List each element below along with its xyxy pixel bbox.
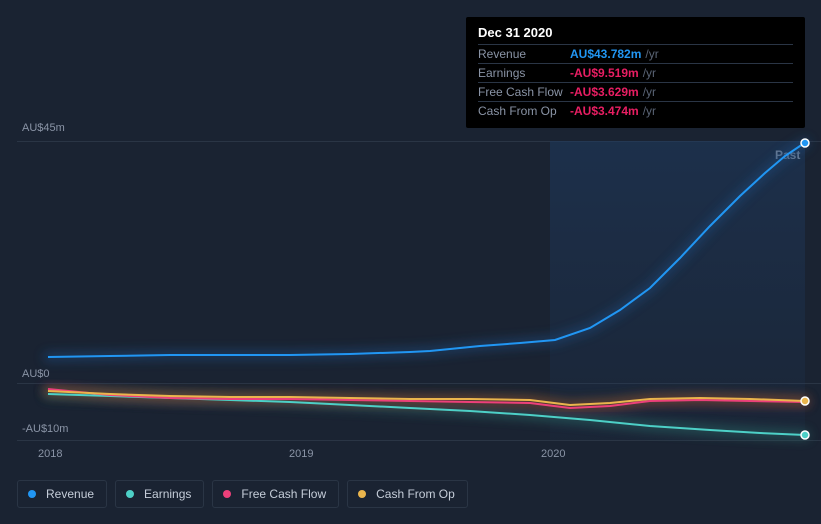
data-tooltip: Dec 31 2020 RevenueAU$43.782m/yrEarnings…: [466, 17, 805, 128]
tooltip-row-value: -AU$9.519m: [570, 66, 639, 80]
tooltip-row-value: AU$43.782m: [570, 47, 641, 61]
legend-item-earnings[interactable]: Earnings: [115, 480, 204, 508]
legend-dot: [28, 490, 36, 498]
legend-label: Earnings: [144, 487, 191, 501]
chart-area[interactable]: [0, 118, 821, 468]
x-axis-label: 2018: [38, 448, 62, 460]
line-chart: [0, 118, 821, 468]
tooltip-row-unit: /yr: [643, 66, 656, 80]
tooltip-row: Earnings-AU$9.519m/yr: [478, 64, 793, 83]
tooltip-row: RevenueAU$43.782m/yr: [478, 45, 793, 64]
legend-dot: [223, 490, 231, 498]
tooltip-date: Dec 31 2020: [478, 25, 793, 45]
legend-item-revenue[interactable]: Revenue: [17, 480, 107, 508]
series-end-marker: [801, 139, 809, 147]
legend-dot: [126, 490, 134, 498]
tooltip-row-value: -AU$3.629m: [570, 85, 639, 99]
series-end-marker: [801, 397, 809, 405]
tooltip-row: Cash From Op-AU$3.474m/yr: [478, 102, 793, 120]
legend-item-free-cash-flow[interactable]: Free Cash Flow: [212, 480, 339, 508]
tooltip-row-label: Free Cash Flow: [478, 85, 570, 99]
legend-item-cash-from-op[interactable]: Cash From Op: [347, 480, 468, 508]
legend-label: Free Cash Flow: [241, 487, 326, 501]
tooltip-row-label: Revenue: [478, 47, 570, 61]
tooltip-row-value: -AU$3.474m: [570, 104, 639, 118]
tooltip-row-label: Cash From Op: [478, 104, 570, 118]
x-axis-label: 2019: [289, 448, 313, 460]
tooltip-row-label: Earnings: [478, 66, 570, 80]
legend-label: Revenue: [46, 487, 94, 501]
legend: Revenue Earnings Free Cash Flow Cash From O…: [17, 480, 468, 508]
series-end-marker: [801, 431, 809, 439]
legend-label: Cash From Op: [376, 487, 455, 501]
tooltip-row: Free Cash Flow-AU$3.629m/yr: [478, 83, 793, 102]
tooltip-row-unit: /yr: [645, 47, 658, 61]
tooltip-row-unit: /yr: [643, 104, 656, 118]
legend-dot: [358, 490, 366, 498]
tooltip-row-unit: /yr: [643, 85, 656, 99]
x-axis-label: 2020: [541, 448, 565, 460]
